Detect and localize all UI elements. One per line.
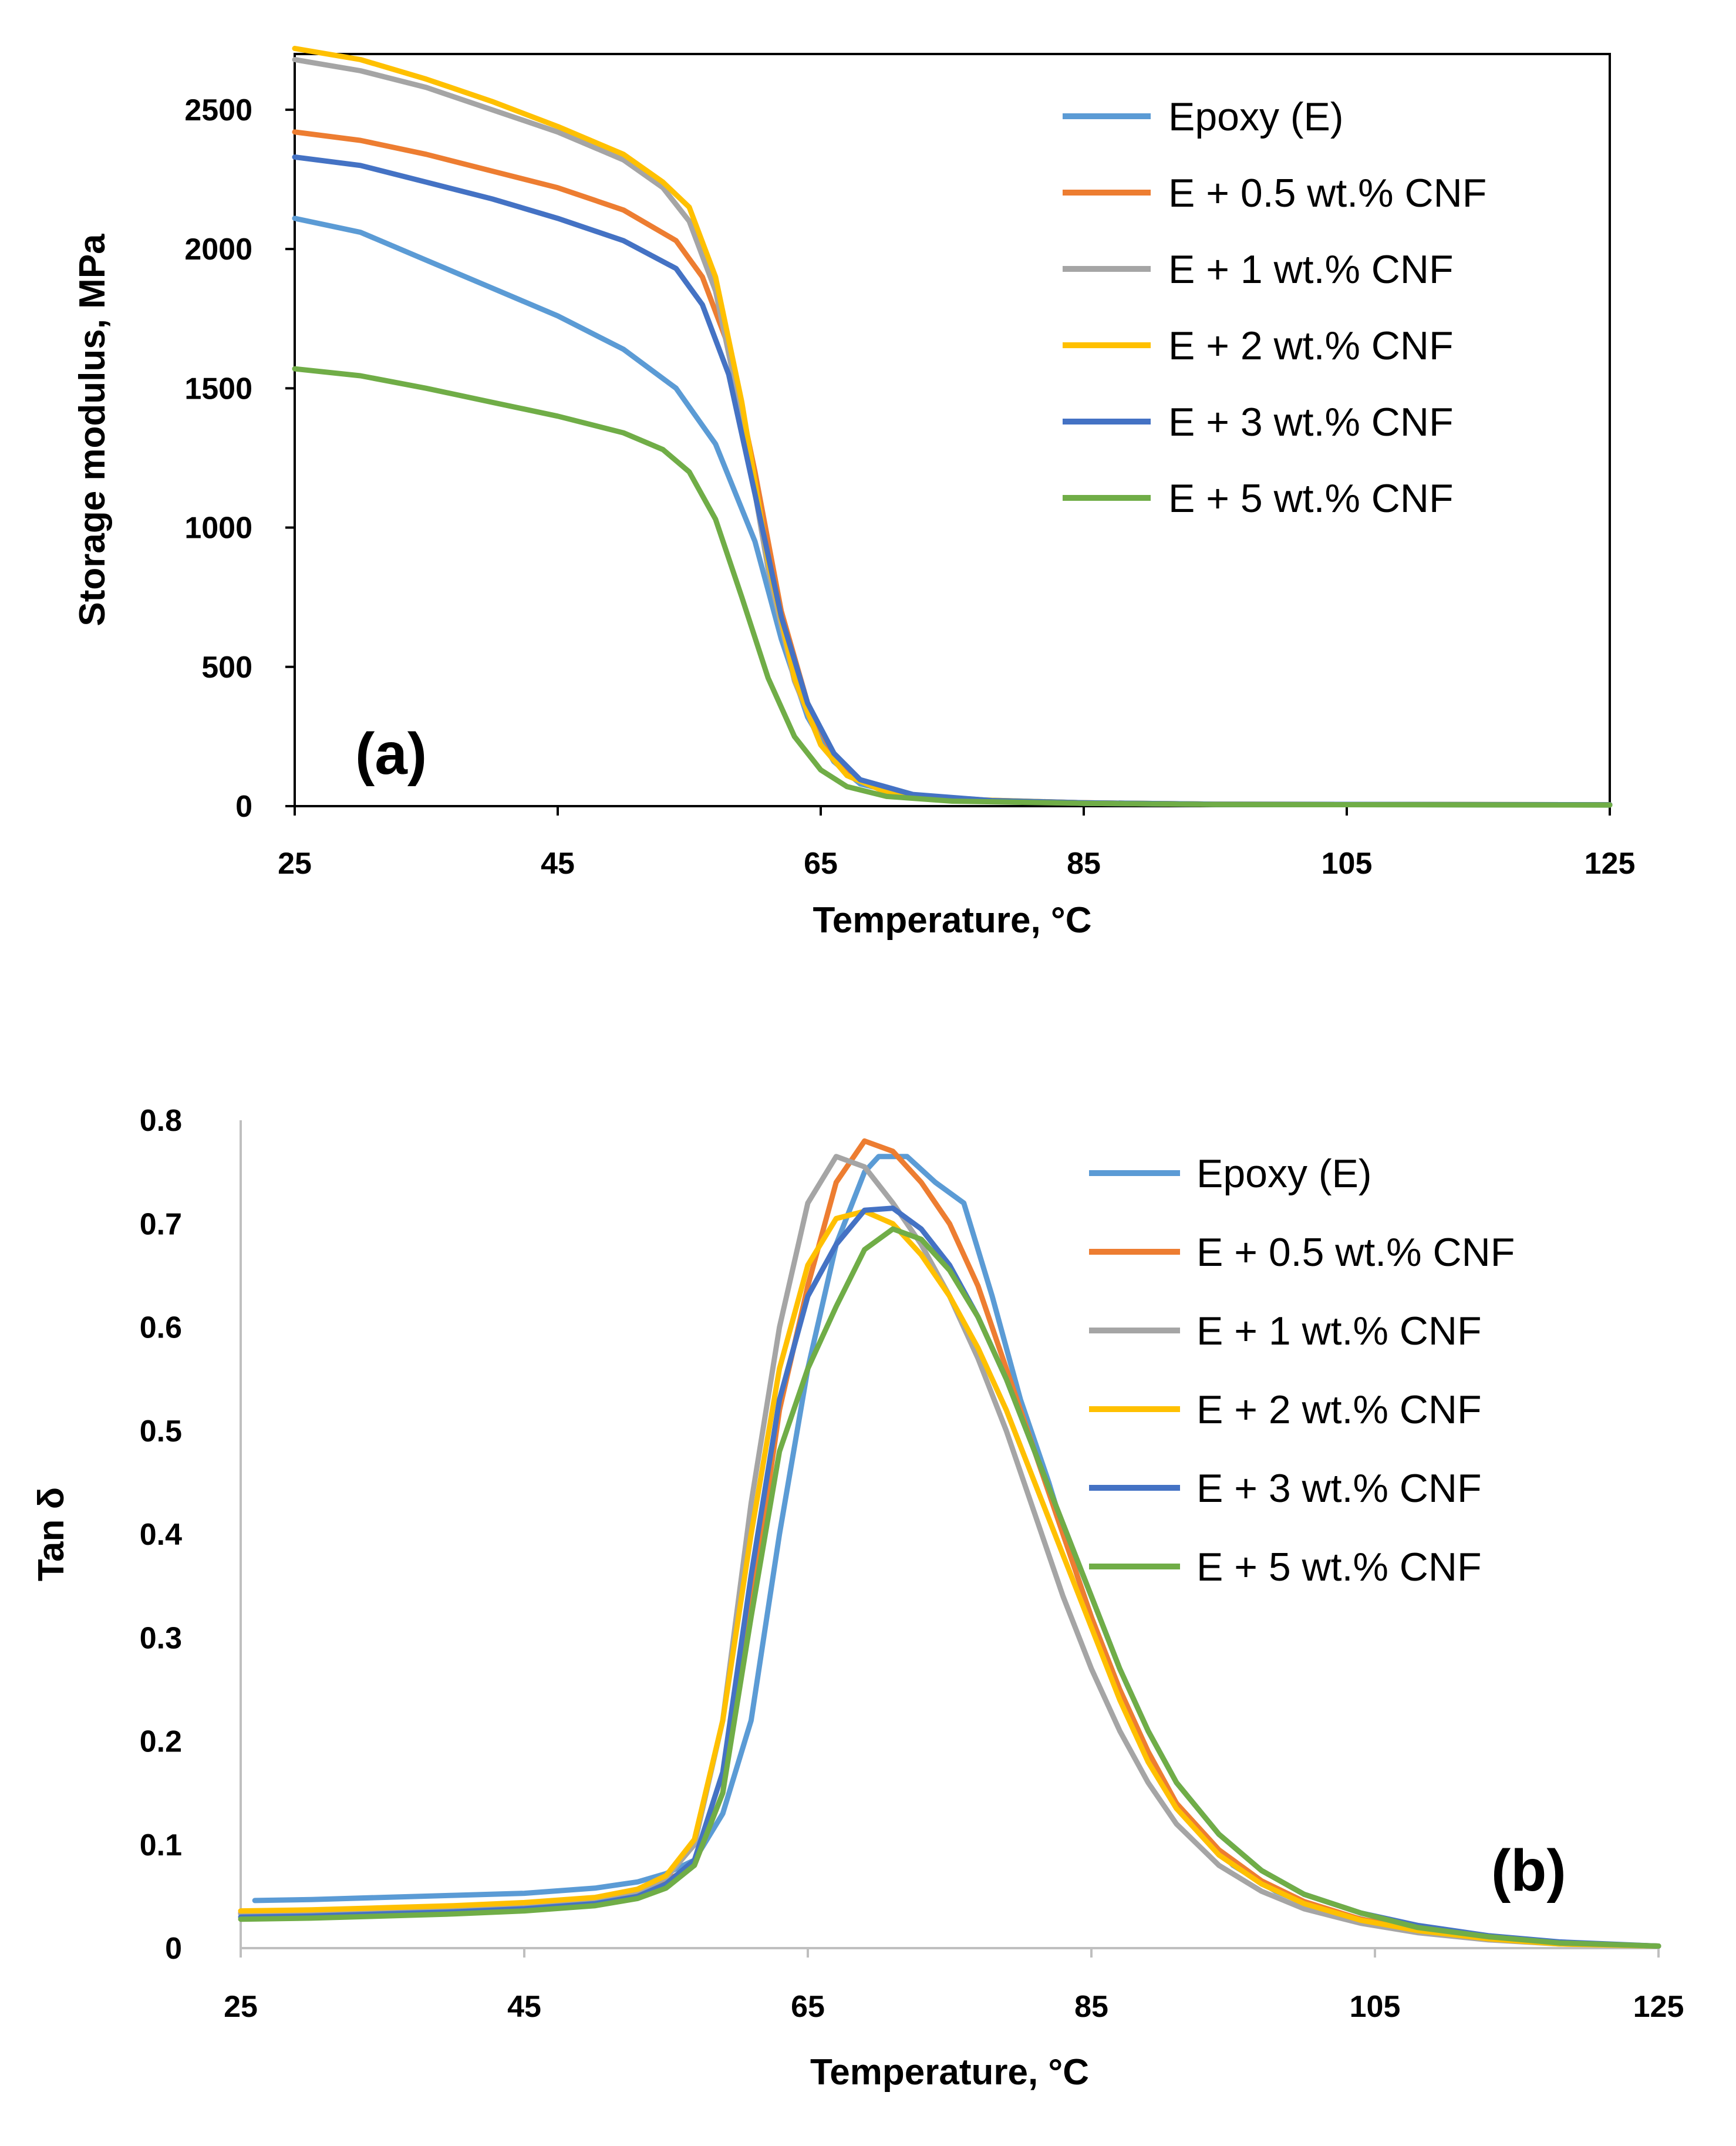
y-tick-label: 2000 <box>184 233 252 267</box>
x-tick-label: 25 <box>278 847 312 881</box>
plot-frame <box>294 53 1611 807</box>
legend-label: E + 2 wt.% CNF <box>1168 324 1454 368</box>
legend-label: E + 0.5 wt.% CNF <box>1196 1230 1515 1275</box>
x-tick-label: 45 <box>507 1990 541 2024</box>
legend-label: E + 0.5 wt.% CNF <box>1168 171 1486 215</box>
x-tick-label: 25 <box>224 1990 258 2024</box>
y-axis-title: Tan δ <box>31 1487 72 1581</box>
series-line-e-5-wt-cnf <box>238 1226 1661 1949</box>
y-tick-label: 0.5 <box>140 1414 182 1448</box>
legend-label: E + 5 wt.% CNF <box>1196 1545 1482 1589</box>
panel-label: (a) <box>355 721 427 787</box>
x-tick-label: 85 <box>1074 1990 1108 2024</box>
y-tick-label: 2500 <box>184 93 252 127</box>
y-tick-label: 0.2 <box>140 1725 182 1759</box>
x-axis-title: Temperature, °C <box>813 900 1092 941</box>
legend-label: Epoxy (E) <box>1168 95 1344 139</box>
series-line-e-5-wt-cnf <box>292 366 1613 808</box>
y-tick-label: 0 <box>165 1932 182 1966</box>
legend-label: E + 3 wt.% CNF <box>1168 400 1454 444</box>
legend: Epoxy (E) E + 0.5 wt.% CNF E + 1 wt.% CNF E… <box>1063 95 1486 521</box>
x-tick-label: 125 <box>1585 847 1636 881</box>
y-axis-title: Storage modulus, MPa <box>72 234 113 626</box>
x-tick-label: 105 <box>1350 1990 1401 2024</box>
legend-label: Epoxy (E) <box>1196 1151 1372 1196</box>
y-tick-label: 500 <box>201 651 252 685</box>
y-tick-label: 0.1 <box>140 1828 182 1862</box>
panel-label: (b) <box>1491 1838 1566 1904</box>
y-tick-label: 0.6 <box>140 1311 182 1345</box>
y-tick-label: 0 <box>235 790 252 824</box>
y-tick-label: 0.4 <box>140 1518 182 1552</box>
series-line-e-2-wt-cnf <box>238 1208 1661 1949</box>
legend-label: E + 2 wt.% CNF <box>1196 1387 1482 1432</box>
x-tick-label: 65 <box>804 847 838 881</box>
legend-label: E + 1 wt.% CNF <box>1196 1309 1482 1353</box>
legend-label: E + 1 wt.% CNF <box>1168 247 1454 292</box>
legend-label: E + 5 wt.% CNF <box>1168 476 1454 521</box>
legend: Epoxy (E) E + 0.5 wt.% CNF E + 1 wt.% CNF E… <box>1089 1151 1515 1589</box>
x-tick-label: 125 <box>1633 1990 1684 2024</box>
panel-b-tan-delta: 25 45 65 85 105 125 0 0.1 0.2 0.3 0.4 0.5 0.6 0.7 0.8 T… <box>31 1104 1684 2093</box>
x-tick-label: 85 <box>1067 847 1101 881</box>
x-axis-title: Temperature, °C <box>810 2052 1089 2093</box>
x-tick-label: 65 <box>791 1990 825 2024</box>
y-tick-label: 0.7 <box>140 1207 182 1241</box>
x-tick-label: 45 <box>541 847 575 881</box>
panel-a-storage-modulus: 25 45 65 85 105 125 0 500 1000 1500 2000 2500 Temper… <box>72 46 1636 941</box>
legend-label: E + 3 wt.% CNF <box>1196 1466 1482 1511</box>
y-tick-label: 0.8 <box>140 1104 182 1138</box>
y-tick-label: 1500 <box>184 372 252 406</box>
y-tick-label: 1000 <box>184 511 252 545</box>
x-tick-label: 105 <box>1322 847 1373 881</box>
y-tick-label: 0.3 <box>140 1621 182 1655</box>
